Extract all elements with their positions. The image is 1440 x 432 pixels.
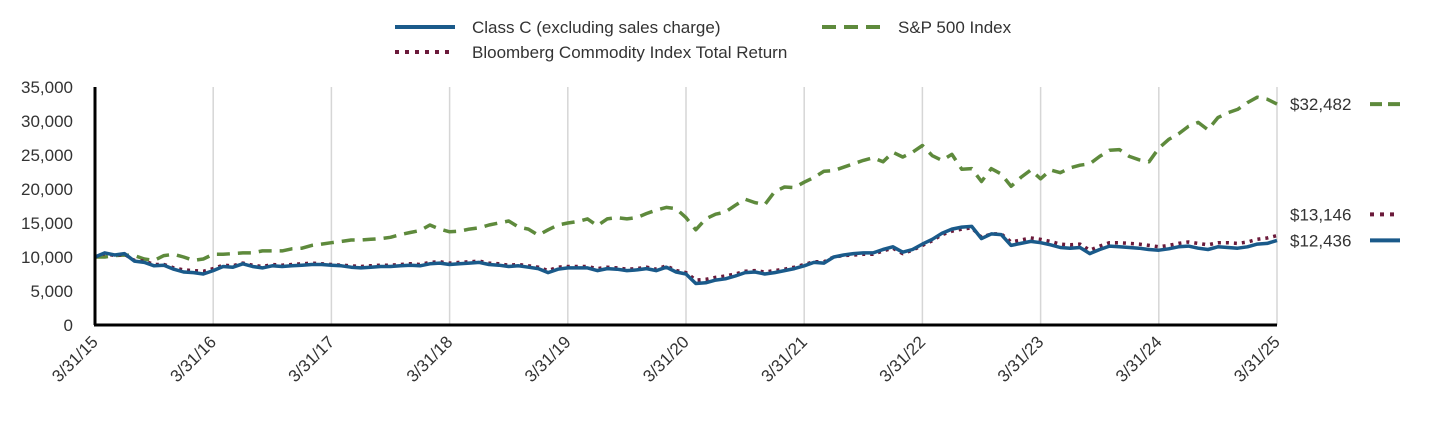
end-value-labels: $12,436 $32,482 $13,146 bbox=[1290, 95, 1400, 250]
x-axis-ticks: 3/31/15 3/31/16 3/31/17 3/31/18 3/31/19 3/31/… bbox=[48, 332, 1284, 386]
x-tick-label: 3/31/22 bbox=[876, 332, 930, 386]
y-tick-label: 10,000 bbox=[21, 248, 73, 267]
series-line-sp500 bbox=[95, 95, 1278, 263]
x-tick-label: 3/31/15 bbox=[48, 332, 102, 386]
x-tick-label: 3/31/24 bbox=[1112, 332, 1166, 386]
y-tick-label: 15,000 bbox=[21, 214, 73, 233]
end-label-bcom: $13,146 bbox=[1290, 205, 1351, 224]
legend-label-class-c: Class C (excluding sales charge) bbox=[472, 18, 721, 37]
y-tick-label: 25,000 bbox=[21, 146, 73, 165]
y-axis-ticks: 0 5,000 10,000 15,000 20,000 25,000 30,000 35,0… bbox=[21, 78, 73, 335]
legend-label-bcom: Bloomberg Commodity Index Total Return bbox=[472, 43, 787, 62]
end-label-class-c: $12,436 bbox=[1290, 231, 1351, 250]
x-tick-label: 3/31/23 bbox=[994, 332, 1048, 386]
x-tick-label: 3/31/19 bbox=[521, 332, 575, 386]
gridlines bbox=[212, 87, 1278, 325]
y-tick-label: 5,000 bbox=[30, 282, 73, 301]
legend: Class C (excluding sales charge) S&P 500… bbox=[395, 18, 1012, 62]
legend-label-sp500: S&P 500 Index bbox=[898, 18, 1012, 37]
axes bbox=[93, 87, 1277, 327]
x-tick-label: 3/31/21 bbox=[757, 332, 811, 386]
x-tick-label: 3/31/17 bbox=[285, 332, 339, 386]
y-tick-label: 30,000 bbox=[21, 112, 73, 131]
x-tick-label: 3/31/20 bbox=[639, 332, 693, 386]
x-tick-label: 3/31/16 bbox=[166, 332, 220, 386]
y-tick-label: 35,000 bbox=[21, 78, 73, 97]
series-line-class-c bbox=[94, 224, 1278, 286]
y-tick-label: 20,000 bbox=[21, 180, 73, 199]
x-tick-label: 3/31/18 bbox=[403, 332, 457, 386]
x-tick-label: 3/31/25 bbox=[1230, 332, 1284, 386]
end-label-sp500: $32,482 bbox=[1290, 95, 1351, 114]
y-tick-label: 0 bbox=[64, 316, 73, 335]
series-lines bbox=[94, 95, 1278, 286]
